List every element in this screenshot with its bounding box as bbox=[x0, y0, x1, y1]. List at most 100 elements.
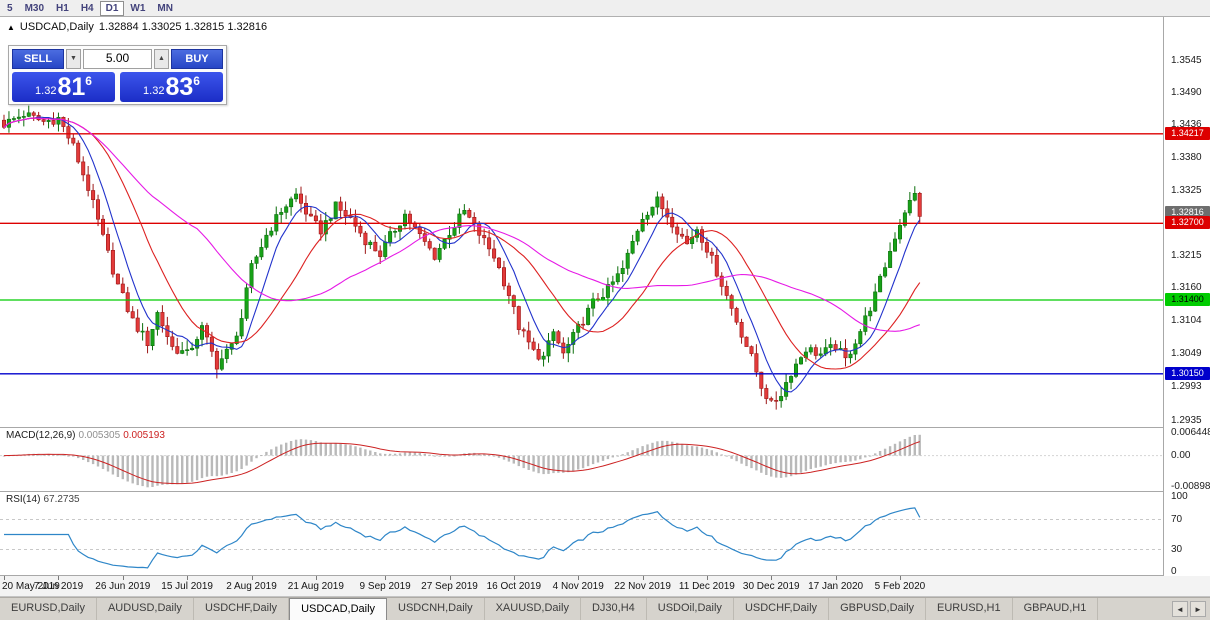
price-axis-label: 1.3545 bbox=[1171, 55, 1202, 66]
chart-area[interactable]: ▲ USDCAD,Daily 1.32884 1.33025 1.32815 1… bbox=[0, 17, 1210, 577]
hline-price-tag: 1.32700 bbox=[1165, 216, 1210, 230]
ask-price-sup: 6 bbox=[193, 74, 200, 88]
date-tick bbox=[251, 576, 253, 580]
price-axis-label: 1.3049 bbox=[1171, 347, 1202, 359]
bid-price-button[interactable]: 1.32 81 6 bbox=[12, 72, 115, 102]
tab-usdoil-daily[interactable]: USDOil,Daily bbox=[647, 598, 734, 620]
rsi-pane-canvas[interactable] bbox=[0, 492, 1163, 575]
chart-marker-icon: ▲ bbox=[7, 22, 15, 32]
timeframe-button-m30[interactable]: M30 bbox=[24, 2, 45, 14]
bid-price-prefix: 1.32 bbox=[35, 85, 57, 97]
date-label: 21 Aug 2019 bbox=[287, 581, 344, 592]
date-label: 7 Jun 2019 bbox=[33, 581, 84, 592]
date-tick bbox=[187, 576, 189, 580]
macd-axis-label: -0.008982 bbox=[1171, 481, 1210, 492]
tab-dj30-h4[interactable]: DJ30,H4 bbox=[581, 598, 647, 620]
chart-ohlc-values: 1.32884 1.33025 1.32815 1.32816 bbox=[98, 21, 268, 33]
timeframe-toolbar: 5 M30 H1 H4 D1 W1 MN bbox=[0, 0, 1210, 17]
date-tick bbox=[706, 576, 708, 580]
pane-separator bbox=[0, 575, 1210, 576]
date-label: 11 Dec 2019 bbox=[678, 581, 735, 592]
date-label: 22 Nov 2019 bbox=[614, 581, 671, 592]
price-axis[interactable]: 1.35451.34901.34361.33801.33251.32701.32… bbox=[1163, 17, 1210, 577]
tab-audusd-daily[interactable]: AUDUSD,Daily bbox=[97, 598, 194, 620]
date-tick bbox=[835, 576, 837, 580]
timeframe-button-w1[interactable]: W1 bbox=[130, 2, 146, 14]
timeframe-button-mn[interactable]: MN bbox=[157, 2, 173, 14]
date-label: 15 Jul 2019 bbox=[161, 581, 213, 592]
tab-eurusd-h1[interactable]: EURUSD,H1 bbox=[926, 598, 1013, 620]
tab-gbpaud-h1[interactable]: GBPAUD,H1 bbox=[1013, 598, 1099, 620]
tab-scroll-controls: ◄ ► bbox=[1168, 598, 1210, 620]
macd-axis-label: 0.00 bbox=[1171, 449, 1191, 461]
volume-increase-button[interactable]: ▲ bbox=[154, 49, 169, 69]
buy-button[interactable]: BUY bbox=[171, 49, 223, 69]
volume-input[interactable]: 5.00 bbox=[83, 49, 152, 69]
date-label: 17 Jan 2020 bbox=[808, 581, 864, 592]
date-label: 30 Dec 2019 bbox=[742, 581, 800, 592]
timeframe-button-h4[interactable]: H4 bbox=[80, 2, 94, 14]
date-label: 20 May 2019 bbox=[2, 581, 60, 592]
hline-price-tag: 1.31400 bbox=[1165, 293, 1210, 306]
date-tick bbox=[4, 576, 5, 580]
tab-usdchf-daily[interactable]: USDCHF,Daily bbox=[734, 598, 830, 620]
pane-separator[interactable] bbox=[0, 427, 1210, 428]
tab-eurusd-daily[interactable]: EURUSD,Daily bbox=[0, 598, 97, 620]
rsi-title: RSI(14) 67.2735 bbox=[6, 494, 83, 505]
date-tick bbox=[449, 576, 451, 580]
hline-price-tag: 1.30150 bbox=[1165, 366, 1210, 380]
date-axis[interactable]: 20 May 2019 7 Jun 2019 26 Jun 2019 15 Jul 2… bbox=[0, 576, 1210, 597]
timeframe-button-5[interactable]: 5 bbox=[7, 2, 13, 14]
price-axis-label: 1.2935 bbox=[1171, 414, 1202, 426]
tab-gbpusd-daily[interactable]: GBPUSD,Daily bbox=[829, 598, 927, 620]
macd-signal-value: 0.005193 bbox=[123, 430, 165, 441]
date-tick bbox=[578, 576, 580, 580]
tab-xauusd-daily[interactable]: XAUUSD,Daily bbox=[485, 598, 581, 620]
price-axis-label: 1.3325 bbox=[1171, 184, 1202, 196]
chart-title: ▲ USDCAD,Daily 1.32884 1.33025 1.32815 1… bbox=[7, 21, 267, 33]
bid-price-big: 81 bbox=[57, 73, 86, 101]
one-click-trade-panel: SELL ▼ 5.00 ▲ BUY 1.32 81 6 1.32 83 6 bbox=[8, 45, 227, 105]
current-price-tag: 1.32816 bbox=[1165, 206, 1210, 220]
tab-usdcnh-daily[interactable]: USDCNH,Daily bbox=[387, 598, 485, 620]
rsi-axis-label: 100 bbox=[1171, 491, 1188, 502]
chart-tabs-bar: EURUSD,Daily AUDUSD,Daily USDCHF,Daily USDC… bbox=[0, 597, 1210, 620]
tab-scroll-left-button[interactable]: ◄ bbox=[1172, 601, 1188, 617]
ask-price-big: 83 bbox=[165, 73, 194, 101]
ask-price-button[interactable]: 1.32 83 6 bbox=[120, 72, 223, 102]
date-label: 9 Sep 2019 bbox=[359, 581, 411, 592]
price-axis-label: 1.3160 bbox=[1171, 282, 1202, 294]
rsi-name: RSI(14) bbox=[6, 494, 41, 505]
spinner-down-icon: ▼ bbox=[70, 55, 77, 62]
date-label: 16 Oct 2019 bbox=[486, 581, 542, 592]
price-axis-label: 1.3215 bbox=[1171, 249, 1202, 261]
tab-usdcad-daily[interactable]: USDCAD,Daily bbox=[289, 598, 388, 620]
date-label: 26 Jun 2019 bbox=[95, 581, 151, 592]
date-label: 5 Feb 2020 bbox=[874, 581, 926, 592]
volume-decrease-button[interactable]: ▼ bbox=[66, 49, 81, 69]
date-tick bbox=[899, 576, 901, 580]
macd-axis-label: 0.006448 bbox=[1171, 427, 1210, 438]
price-axis-label: 1.2993 bbox=[1171, 380, 1202, 392]
date-tick bbox=[58, 576, 60, 580]
date-tick bbox=[122, 576, 124, 580]
date-label: 27 Sep 2019 bbox=[421, 581, 478, 592]
timeframe-button-d1[interactable]: D1 bbox=[99, 0, 125, 16]
chart-symbol-period: USDCAD,Daily bbox=[19, 21, 94, 33]
date-tick bbox=[513, 576, 515, 580]
date-tick bbox=[315, 576, 317, 580]
pane-separator[interactable] bbox=[0, 491, 1210, 492]
macd-title: MACD(12,26,9) 0.005305 0.005193 bbox=[6, 430, 168, 441]
date-tick bbox=[771, 576, 773, 580]
timeframe-button-h1[interactable]: H1 bbox=[56, 2, 69, 14]
macd-name: MACD(12,26,9) bbox=[6, 430, 76, 441]
price-chart-canvas[interactable] bbox=[0, 17, 1163, 427]
price-axis-label: 1.3436 bbox=[1171, 119, 1202, 131]
sell-button[interactable]: SELL bbox=[12, 49, 64, 69]
tab-scroll-right-button[interactable]: ► bbox=[1190, 601, 1206, 617]
tab-usdchf-daily[interactable]: USDCHF,Daily bbox=[194, 598, 290, 620]
spinner-up-icon: ▲ bbox=[158, 55, 165, 62]
macd-pane-canvas[interactable] bbox=[0, 428, 1163, 491]
bid-price-sup: 6 bbox=[85, 74, 92, 88]
